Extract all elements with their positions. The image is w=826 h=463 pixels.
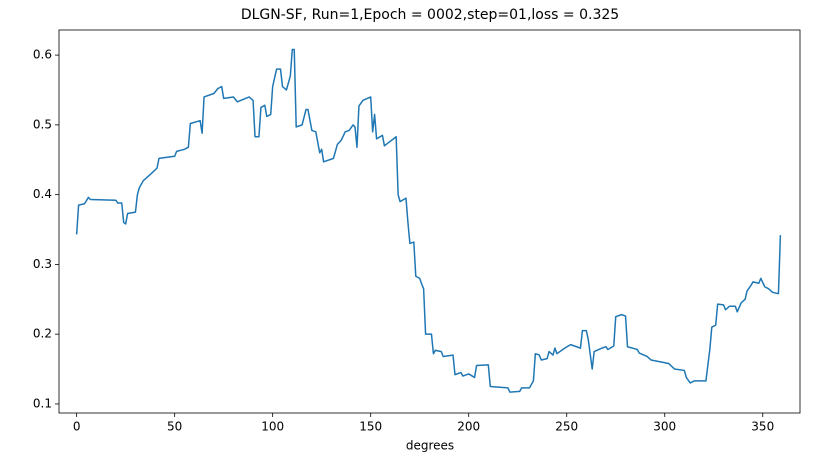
chart-title: DLGN-SF, Run=1,Epoch = 0002,step=01,loss… (241, 7, 619, 23)
y-tick-label: 0.2 (33, 327, 52, 341)
y-tick-label: 0.4 (33, 187, 52, 201)
x-tick-label: 0 (73, 420, 81, 434)
x-tick-label: 100 (261, 420, 284, 434)
x-tick-label: 50 (167, 420, 182, 434)
y-tick-label: 0.5 (33, 117, 52, 131)
x-tick-label: 200 (457, 420, 480, 434)
line-series (75, 48, 782, 393)
y-tick-label: 0.3 (33, 257, 52, 271)
x-tick-label: 250 (555, 420, 578, 434)
y-tick-label: 0.1 (33, 396, 52, 410)
x-tick-label: 150 (359, 420, 382, 434)
x-tick-label: 350 (751, 420, 774, 434)
x-tick-label: 300 (653, 420, 676, 434)
plot-frame (58, 29, 801, 414)
x-axis-label: degrees (406, 439, 454, 453)
y-tick-label: 0.6 (33, 48, 52, 62)
